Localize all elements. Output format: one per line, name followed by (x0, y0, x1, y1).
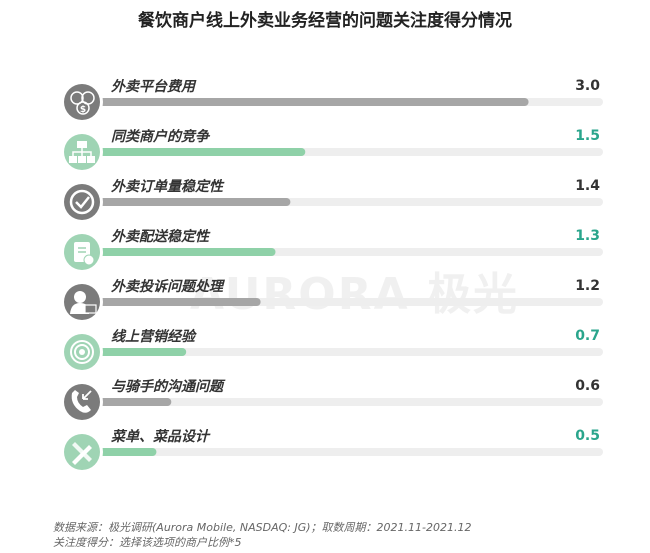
phone-call-icon (61, 381, 103, 423)
bar-track (82, 348, 603, 356)
value-label: 1.5 (575, 128, 600, 144)
footer: 数据来源：极光调研(Aurora Mobile, NASDAQ: JG)；取数周… (53, 520, 471, 550)
bar-track (82, 448, 603, 456)
org-chart-icon (61, 131, 103, 173)
score-note: 关注度得分：选择该选项的商户比例*5 (53, 536, 242, 549)
category-label: 菜单、菜品设计 (110, 428, 211, 445)
bar (82, 198, 291, 206)
source-note: 数据来源：极光调研(Aurora Mobile, NASDAQ: JG)；取数周… (53, 521, 472, 534)
chart-title: 餐饮商户线上外卖业务经营的问题关注度得分情况 (138, 11, 512, 31)
bar (82, 398, 172, 406)
watermark: AURORA 极光 (190, 269, 519, 320)
bar (82, 248, 276, 256)
signal-broadcast-icon (61, 331, 103, 373)
chart-row: 菜单、菜品设计 0.5 (61, 428, 603, 473)
category-label: 线上营销经验 (111, 328, 197, 345)
chart-row: 外卖平台费用 3.0 $ (61, 78, 603, 123)
bar (82, 148, 306, 156)
category-label: 外卖配送稳定性 (110, 228, 211, 245)
category-label: 外卖订单量稳定性 (110, 178, 225, 195)
pencil-ruler-icon (61, 431, 103, 473)
clipboard-check-icon (61, 231, 103, 273)
bar (82, 298, 261, 306)
user-mail-icon (61, 281, 103, 323)
icon-circle (64, 184, 100, 220)
chart-row: 外卖配送稳定性 1.3 (61, 228, 603, 273)
category-label: 与骑手的沟通问题 (111, 378, 226, 395)
category-label: 外卖平台费用 (110, 78, 197, 95)
value-label: 0.6 (575, 378, 600, 394)
bar (82, 348, 187, 356)
category-label: 外卖投诉问题处理 (110, 278, 225, 295)
value-label: 1.3 (575, 228, 600, 244)
value-label: 1.2 (575, 278, 600, 294)
chart-row: 线上营销经验 0.7 (61, 328, 603, 373)
money-coins-icon: $ (61, 81, 103, 123)
chart-row: 与骑手的沟通问题 0.6 (61, 378, 603, 423)
chart-row: 外卖投诉问题处理 1.2 (61, 278, 603, 323)
chart-row: 同类商户的竞争 1.5 (61, 128, 603, 173)
bar-track (82, 398, 603, 406)
value-label: 1.4 (575, 178, 600, 194)
value-label: 0.5 (575, 428, 600, 444)
check-circle-icon (61, 181, 103, 223)
value-label: 3.0 (575, 78, 600, 94)
bar (82, 98, 529, 106)
category-label: 同类商户的竞争 (111, 128, 211, 145)
svg-text:$: $ (80, 105, 86, 115)
icon-circle (64, 384, 100, 420)
value-label: 0.7 (575, 328, 600, 344)
bar-chart: 外卖平台费用 3.0 $ 同类商户的竞争 1.5 外卖订单量稳定性 1.4 外卖配送稳定性 1.… (61, 78, 603, 473)
chart-row: 外卖订单量稳定性 1.4 (61, 178, 603, 223)
